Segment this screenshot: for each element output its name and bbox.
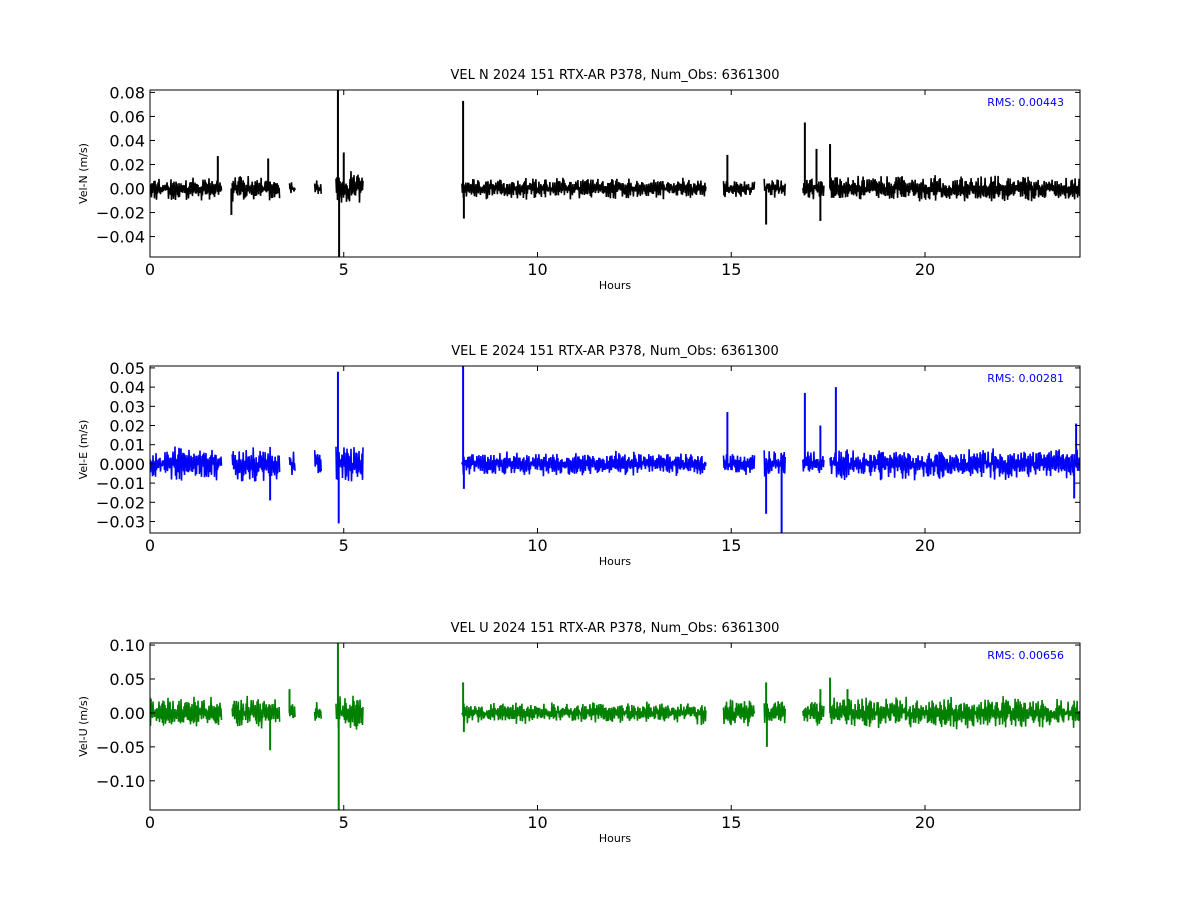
x-axis-label: Hours — [599, 832, 631, 845]
data-segment — [231, 446, 281, 482]
chart-1: VEL N 2024 151 RTX-AR P378, Num_Obs: 636… — [77, 68, 1081, 292]
y-tick-label: 0.04 — [109, 131, 145, 150]
y-tick-label: 0.06 — [109, 107, 145, 126]
data-segment — [150, 177, 223, 201]
y-tick-label: 0.04 — [109, 378, 145, 397]
data-segment — [722, 181, 756, 198]
y-tick-label: 0.00 — [109, 704, 145, 723]
chart-title: VEL N 2024 151 RTX-AR P378, Num_Obs: 636… — [451, 68, 780, 83]
y-tick-label: 0.01 — [109, 436, 145, 455]
y-tick-label: 0.03 — [109, 397, 145, 416]
y-tick-label: −0.01 — [96, 474, 145, 493]
data-segment — [335, 695, 364, 730]
data-segment — [150, 696, 223, 727]
data-segment — [231, 175, 281, 202]
y-axis-label: Vel-U (m/s) — [77, 696, 90, 757]
plot-frame — [149, 642, 1081, 811]
y-tick-label: 0.10 — [109, 636, 145, 655]
data-segment — [763, 178, 786, 198]
y-tick-label: 0.02 — [109, 155, 145, 174]
x-tick-label: 5 — [339, 813, 349, 832]
x-tick-label: 15 — [721, 260, 741, 279]
data-segment — [288, 451, 296, 476]
rms-annotation: RMS: 0.00656 — [987, 649, 1064, 662]
data-segment — [461, 177, 707, 200]
data-segment — [461, 450, 707, 477]
y-tick-label: −0.04 — [96, 228, 145, 247]
x-axis-label: Hours — [599, 279, 631, 292]
chart-2: VEL E 2024 151 RTX-AR P378, Num_Obs: 636… — [77, 344, 1081, 568]
data-series — [150, 90, 1080, 257]
y-tick-label: 0.00 — [109, 180, 145, 199]
data-segment — [335, 171, 364, 203]
data-segment — [288, 182, 296, 194]
x-tick-label: 20 — [915, 813, 935, 832]
y-tick-label: 0.08 — [109, 83, 145, 102]
x-tick-label: 0 — [145, 536, 155, 555]
rms-annotation: RMS: 0.00281 — [987, 372, 1064, 385]
data-segment — [829, 175, 1080, 202]
chart-3: VEL U 2024 151 RTX-AR P378, Num_Obs: 636… — [77, 621, 1081, 845]
y-tick-label: −0.02 — [96, 204, 145, 223]
x-axis-label: Hours — [599, 555, 631, 568]
data-segment — [722, 699, 756, 727]
data-segment — [231, 695, 281, 729]
y-tick-label: −0.10 — [96, 772, 145, 791]
y-tick-label: 0.05 — [109, 359, 145, 378]
y-tick-label: 0.02 — [109, 417, 145, 436]
data-segment — [335, 446, 364, 482]
rms-annotation: RMS: 0.00443 — [987, 96, 1064, 109]
y-tick-label: −0.02 — [96, 493, 145, 512]
data-series — [150, 366, 1080, 533]
y-axis-label: Vel-N (m/s) — [77, 143, 90, 204]
y-tick-label: −0.03 — [96, 512, 145, 531]
data-segment — [802, 451, 825, 474]
x-tick-label: 15 — [721, 813, 741, 832]
data-segment — [313, 702, 322, 721]
x-tick-label: 5 — [339, 536, 349, 555]
data-segment — [829, 696, 1080, 730]
x-tick-label: 10 — [527, 260, 547, 279]
x-tick-label: 10 — [527, 536, 547, 555]
data-segment — [150, 446, 223, 481]
x-tick-label: 5 — [339, 260, 349, 279]
data-segment — [313, 450, 322, 474]
y-tick-label: 0.05 — [109, 670, 145, 689]
data-segment — [722, 454, 756, 475]
y-tick-label: −0.05 — [96, 738, 145, 757]
data-segment — [313, 180, 322, 195]
data-segment — [829, 448, 1080, 481]
x-tick-label: 20 — [915, 536, 935, 555]
x-tick-label: 0 — [145, 813, 155, 832]
data-series — [150, 643, 1080, 810]
data-segment — [461, 701, 707, 726]
plot-frame — [149, 365, 1081, 534]
y-axis-label: Vel-E (m/s) — [77, 420, 90, 480]
x-tick-label: 0 — [145, 260, 155, 279]
x-tick-label: 15 — [721, 536, 741, 555]
plot-frame — [149, 89, 1081, 258]
chart-title: VEL E 2024 151 RTX-AR P378, Num_Obs: 636… — [451, 344, 778, 359]
x-tick-label: 20 — [915, 260, 935, 279]
data-segment — [802, 702, 825, 726]
x-tick-label: 10 — [527, 813, 547, 832]
y-tick-label: 0.000 — [99, 455, 145, 474]
chart-title: VEL U 2024 151 RTX-AR P378, Num_Obs: 636… — [451, 621, 780, 636]
